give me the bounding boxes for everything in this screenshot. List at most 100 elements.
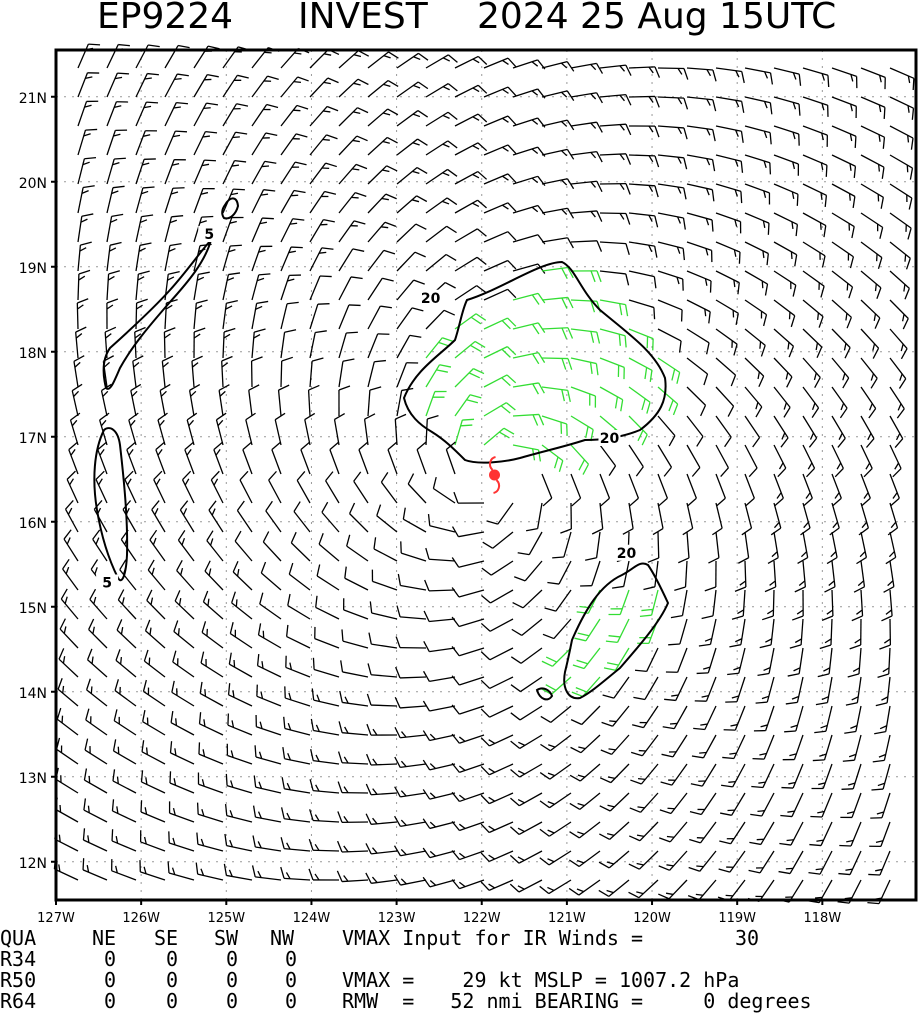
barb-feather — [259, 221, 268, 225]
barb-feather — [761, 695, 770, 700]
wind-barb — [454, 55, 488, 69]
wind-barb — [585, 531, 601, 561]
barb-feather — [112, 185, 125, 189]
barb-feather — [314, 814, 320, 822]
r34-sw: 0 — [226, 947, 239, 971]
strong-wind-barb — [512, 352, 546, 365]
barb-staff — [313, 759, 340, 765]
barb-feather — [820, 162, 824, 171]
wind-barb — [704, 560, 717, 592]
barb-staff — [213, 449, 224, 475]
barb-feather — [605, 640, 618, 643]
barb-feather — [574, 637, 587, 642]
barb-feather — [144, 807, 148, 815]
barb-feather — [567, 390, 571, 402]
wind-barb — [753, 705, 775, 732]
barb-staff — [54, 838, 79, 852]
barb-feather — [87, 805, 90, 813]
barb-staff — [640, 763, 659, 785]
barb-staff — [744, 67, 771, 74]
barb-feather — [865, 462, 871, 470]
barb-staff — [570, 210, 597, 214]
wind-barb — [569, 821, 601, 839]
barb-feather — [145, 777, 148, 785]
barb-staff — [342, 640, 369, 649]
barb-feather — [284, 329, 297, 333]
barb-feather — [319, 275, 332, 278]
wind-barb — [570, 240, 603, 252]
barb-staff — [433, 487, 456, 504]
wind-barb — [682, 502, 694, 536]
barb-feather — [691, 755, 704, 759]
barb-feather — [664, 698, 676, 702]
wind-barb — [106, 213, 124, 243]
barb-staff — [831, 67, 857, 78]
barb-feather — [343, 815, 349, 823]
barb-staff — [802, 357, 821, 378]
barb-feather — [167, 276, 175, 281]
barb-staff — [518, 850, 543, 864]
barb-feather — [790, 251, 793, 260]
wind-barb — [759, 618, 775, 649]
barb-feather — [88, 43, 101, 46]
barb-feather — [228, 272, 241, 276]
barb-feather — [706, 69, 712, 77]
barb-staff — [657, 299, 683, 311]
barb-staff — [657, 531, 660, 559]
barb-feather — [607, 662, 619, 666]
barb-feather — [148, 44, 160, 48]
wind-barb — [224, 833, 253, 852]
wind-barb — [222, 131, 248, 156]
barb-feather — [265, 500, 273, 512]
barb-staff — [668, 879, 688, 900]
barb-feather — [630, 751, 643, 757]
barb-feather — [178, 597, 182, 606]
barb-feather — [64, 596, 68, 604]
wind-barb — [365, 843, 398, 855]
wind-barb — [869, 821, 891, 848]
barb-staff — [286, 636, 311, 649]
wind-barb — [628, 212, 659, 228]
barb-feather — [734, 219, 738, 227]
barb-staff — [744, 299, 767, 316]
barb-staff — [889, 154, 913, 169]
barb-feather — [791, 221, 794, 230]
barb-feather — [539, 885, 550, 895]
barb-staff — [230, 633, 253, 649]
barb-staff — [284, 847, 311, 852]
wind-barb — [802, 299, 824, 328]
barb-feather — [234, 530, 242, 542]
wind-barb — [58, 648, 79, 678]
barb-feather — [336, 870, 343, 882]
barb-staff — [280, 246, 292, 272]
barb-staff — [186, 419, 195, 446]
barb-feather — [500, 405, 511, 414]
barb-staff — [628, 241, 655, 247]
wind-barb — [751, 763, 775, 789]
barb-feather — [70, 412, 81, 421]
barb-staff — [367, 108, 389, 127]
barb-feather — [204, 560, 211, 572]
barb-feather — [480, 622, 491, 632]
barb-feather — [845, 868, 853, 871]
barb-feather — [628, 835, 641, 842]
barb-staff — [657, 415, 676, 437]
wind-barb — [229, 622, 253, 649]
barb-feather — [308, 838, 314, 851]
barb-feather — [142, 710, 146, 722]
wind-barb — [773, 386, 791, 418]
barb-feather — [769, 102, 773, 115]
barb-staff — [744, 183, 770, 194]
barb-feather — [705, 188, 710, 196]
barb-feather — [819, 644, 832, 650]
wind-barb — [193, 159, 216, 185]
barb-feather — [319, 251, 327, 254]
barb-feather — [177, 44, 190, 49]
barb-staff — [686, 270, 712, 282]
barb-staff — [425, 225, 448, 243]
barb-feather — [400, 819, 407, 826]
barb-staff — [425, 168, 448, 185]
barb-feather — [654, 66, 661, 78]
barb-feather — [201, 621, 207, 633]
barb-feather — [458, 852, 466, 859]
